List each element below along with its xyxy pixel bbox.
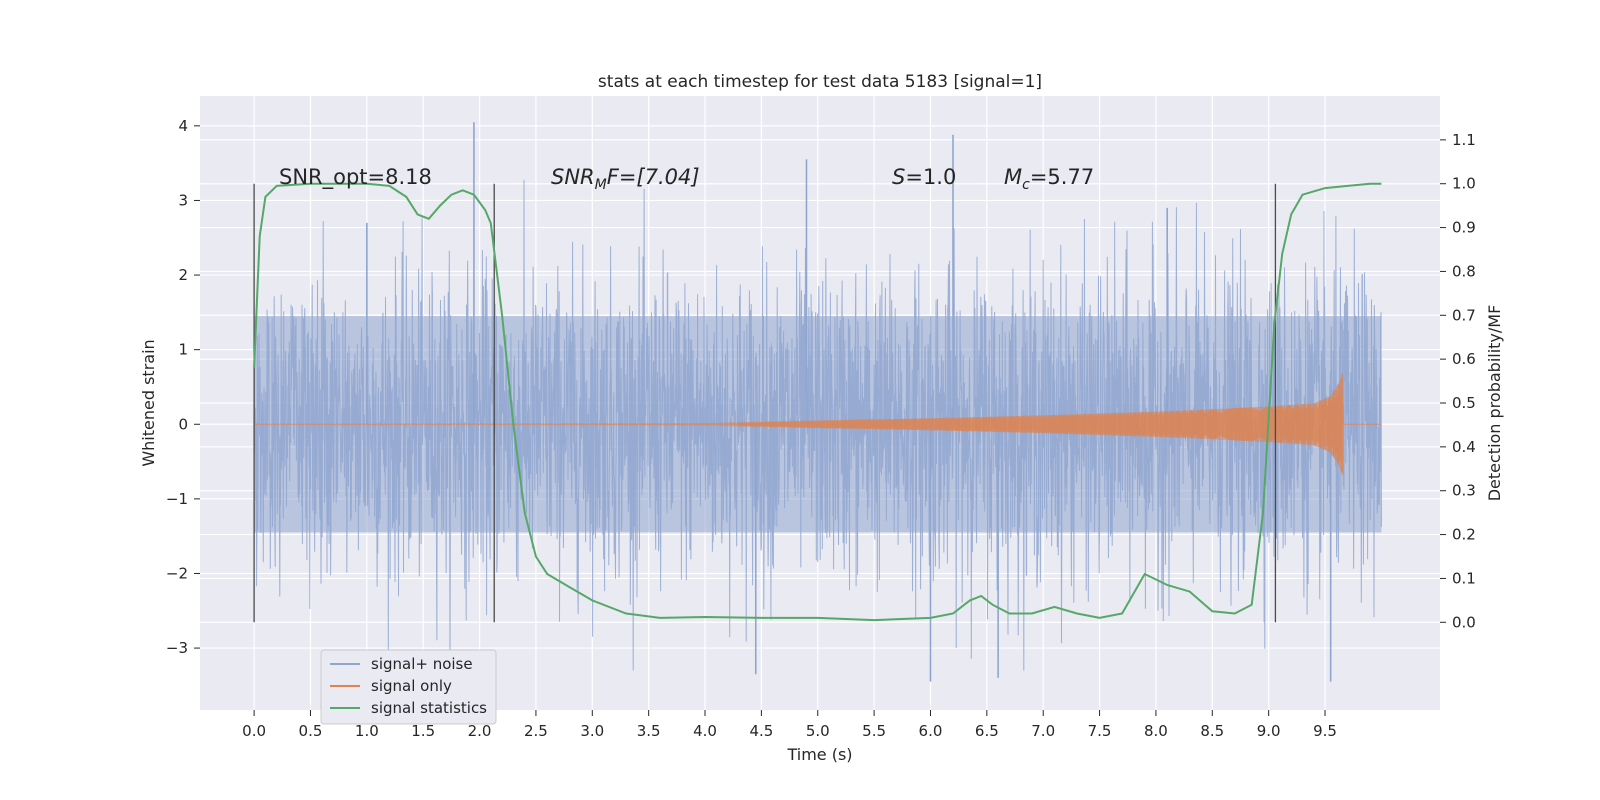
annotation-snr-opt: SNR_opt=8.18 [279, 165, 432, 190]
y-axis-label: Whitened strain [139, 339, 158, 466]
s-value: =1.0 [905, 165, 956, 189]
x-tick-label-4: 2.0 [468, 722, 492, 740]
y-right-tick-label-4: 0.4 [1452, 438, 1476, 456]
x-tick-label-18: 9.0 [1257, 722, 1281, 740]
y-tick-label-1: −2 [166, 564, 188, 582]
x-tick-label-12: 6.0 [919, 722, 943, 740]
x-tick-label-19: 9.5 [1313, 722, 1337, 740]
chart-title: stats at each timestep for test data 518… [598, 72, 1042, 92]
annotation-s: S=1.0 [892, 165, 956, 189]
mc-sub: c [1022, 177, 1030, 193]
x-tick-label-3: 1.5 [411, 722, 435, 740]
signal-statistics-series [253, 182, 1382, 622]
x-tick-label-16: 8.0 [1144, 722, 1168, 740]
y-tick-label-4: 1 [178, 341, 188, 359]
snr-mf-tail: F=[7.04] [607, 165, 700, 189]
y-right-tick-label-3: 0.3 [1452, 482, 1476, 500]
annotation-mc: Mc=5.77 [1004, 165, 1094, 193]
y-tick-label-3: 0 [178, 415, 188, 433]
y-tick-label-5: 2 [178, 266, 188, 284]
x-tick-label-7: 3.5 [637, 722, 661, 740]
x-tick-label-13: 6.5 [975, 722, 999, 740]
x-tick-label-9: 4.5 [749, 722, 773, 740]
signal-statistics-line [253, 182, 1382, 622]
y-tick-label-7: 4 [178, 117, 188, 135]
y-right-tick-label-0: 0.0 [1452, 613, 1476, 631]
x-tick-label-10: 5.0 [806, 722, 830, 740]
x-axis-ticks: 0.0 0.5 1.0 1.5 2.0 2.5 3.0 3.5 4.0 4.5 5.0 5.5 6.0 6… [242, 710, 1337, 740]
y-right-tick-label-2: 0.2 [1452, 526, 1476, 544]
x-tick-label-6: 3.0 [580, 722, 604, 740]
snr-mf-sub: M [595, 177, 607, 193]
x-tick-label-14: 7.0 [1031, 722, 1055, 740]
x-tick-label-11: 5.5 [862, 722, 886, 740]
x-tick-label-15: 7.5 [1088, 722, 1112, 740]
signal-only-envelope [738, 372, 1344, 488]
x-tick-label-17: 8.5 [1200, 722, 1224, 740]
x-tick-label-5: 2.5 [524, 722, 548, 740]
y-right-axis-label: Detection probability/MF [1485, 305, 1504, 502]
x-tick-label-8: 4.0 [693, 722, 717, 740]
x-tick-label-2: 1.0 [355, 722, 379, 740]
y-tick-label-6: 3 [178, 191, 188, 209]
y-right-tick-label-9: 0.9 [1452, 219, 1476, 237]
mc-value: =5.77 [1030, 165, 1094, 189]
y-axis-ticks: −3 −2 −1 0 1 2 3 4 [166, 117, 200, 657]
legend-box [320, 649, 497, 725]
legend-label-signal-noise: signal+ noise [371, 655, 473, 673]
y-right-tick-label-10: 1.0 [1452, 175, 1476, 193]
y-right-tick-label-5: 0.5 [1452, 394, 1476, 412]
legend-label-signal-only: signal only [371, 677, 452, 695]
y-right-tick-label-6: 0.6 [1452, 350, 1476, 368]
x-tick-label-0: 0.0 [242, 722, 266, 740]
mc-base: M [1004, 165, 1022, 189]
y-right-tick-label-7: 0.7 [1452, 306, 1476, 324]
y-right-tick-label-11: 1.1 [1452, 131, 1476, 149]
signal-only-series [253, 372, 1382, 488]
legend: signal+ noise signal only signal statist… [320, 649, 497, 725]
y-right-tick-label-8: 0.8 [1452, 262, 1476, 280]
y-tick-label-0: −3 [166, 639, 188, 657]
snr-mf-base: SNR [551, 165, 595, 189]
legend-label-signal-statistics: signal statistics [371, 699, 487, 717]
annotation-snr-mf: SNRMF=[7.04] [551, 165, 700, 193]
x-axis-label: Time (s) [786, 745, 852, 764]
y-right-tick-label-1: 0.1 [1452, 569, 1476, 587]
x-tick-label-1: 0.5 [299, 722, 323, 740]
s-symbol: S [892, 165, 905, 189]
y-right-axis-ticks: 0.0 0.1 0.2 0.3 0.4 0.5 0.6 0.7 0.8 0.9 1.0 1.1 [1440, 131, 1476, 631]
y-tick-label-2: −1 [166, 490, 188, 508]
